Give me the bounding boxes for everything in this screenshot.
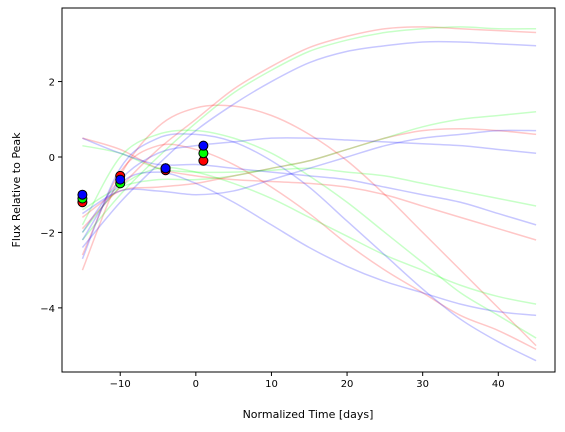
- model-curve: [81, 143, 537, 351]
- x-tick-label: 30: [416, 379, 429, 390]
- x-tick-label: 20: [341, 379, 354, 390]
- model-curve: [82, 110, 537, 211]
- x-tick-label: 10: [265, 379, 278, 390]
- data-point: [160, 163, 171, 174]
- x-axis-label: Normalized Time [days]: [243, 408, 374, 421]
- model-curve: [82, 137, 537, 241]
- model-curve: [81, 133, 537, 362]
- model-curve: [81, 166, 537, 305]
- model-curve: [82, 129, 537, 215]
- model-curve: [81, 104, 537, 347]
- x-tick-label: −10: [110, 379, 131, 390]
- y-tick-label: 0: [49, 153, 55, 164]
- model-curve: [82, 137, 537, 226]
- data-point: [77, 189, 88, 200]
- model-curve: [81, 40, 537, 249]
- y-tick-label: −2: [40, 228, 55, 239]
- data-point: [115, 174, 126, 185]
- model-curve: [81, 171, 537, 317]
- y-axis-label: Flux Relative to Peak: [10, 132, 23, 248]
- data-point: [198, 140, 209, 151]
- model-curve: [81, 127, 537, 218]
- model-curve: [81, 129, 537, 339]
- model-curve: [81, 26, 537, 241]
- plot-frame: [61, 7, 556, 373]
- model-curve: [81, 26, 537, 230]
- model-curve: [81, 137, 537, 233]
- y-tick-label: 2: [49, 78, 55, 89]
- x-tick-label: 40: [492, 379, 505, 390]
- y-tick-label: −4: [40, 304, 55, 315]
- x-tick-label: 0: [193, 379, 199, 390]
- model-curve: [82, 144, 537, 207]
